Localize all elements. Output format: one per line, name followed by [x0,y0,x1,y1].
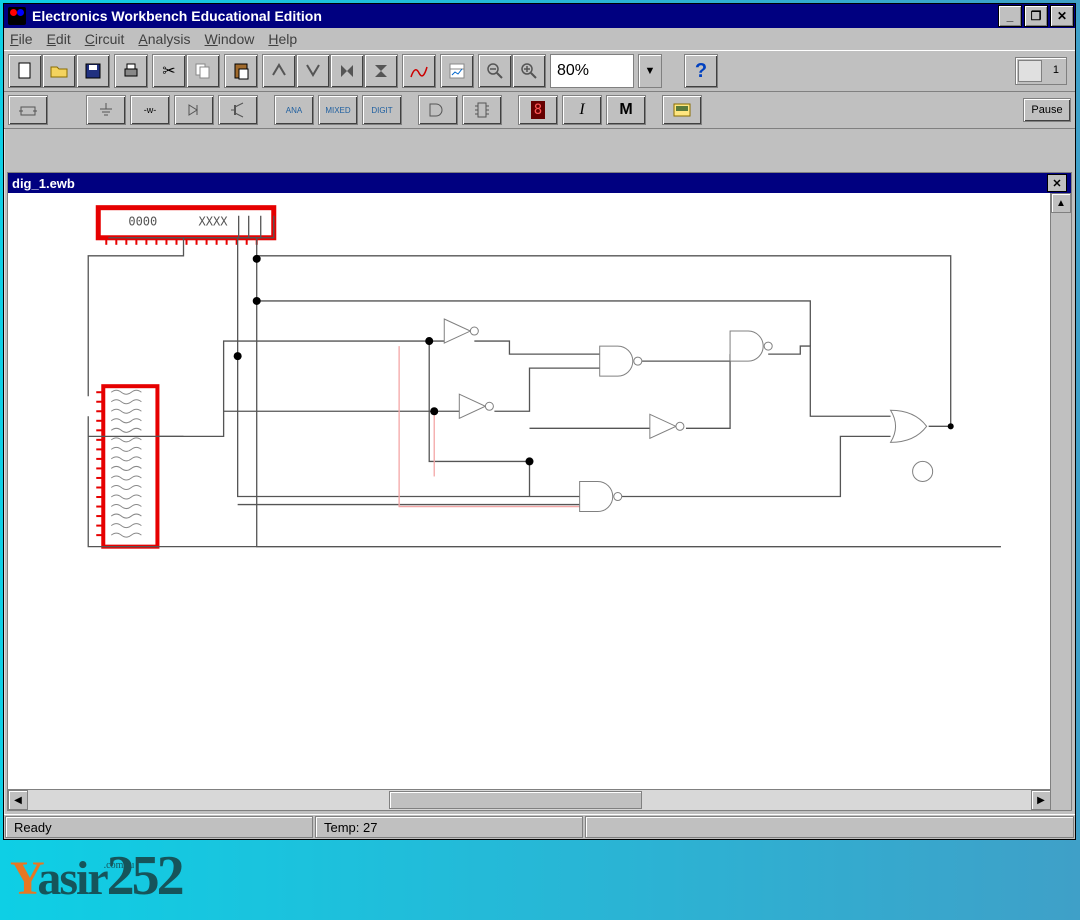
flip-v-icon[interactable] [364,54,398,88]
document-title: dig_1.ewb [12,176,75,191]
open-icon[interactable] [42,54,76,88]
rotate-right-icon[interactable] [296,54,330,88]
save-icon[interactable] [76,54,110,88]
cut-icon[interactable]: ✂ [152,54,186,88]
watermark: Yasir252 .com.ru [10,844,224,908]
status-empty [585,816,1074,838]
maximize-button[interactable]: ❐ [1024,5,1048,27]
flip-h-icon[interactable] [330,54,364,88]
menu-circuit[interactable]: Circuit [85,31,125,47]
status-temp: Temp: 27 [315,816,583,838]
help-icon[interactable]: ? [684,54,718,88]
scroll-left-icon[interactable]: ◀ [8,790,28,810]
minimize-button[interactable]: _ [998,5,1022,27]
circuit-diagram: 0000 XXXX [8,193,1051,790]
scroll-up-icon[interactable]: ▲ [1051,193,1071,213]
display-icon[interactable]: 8 [518,95,558,125]
menu-file[interactable]: File [10,31,33,47]
mixed-ic-icon[interactable]: MIXED [318,95,358,125]
svg-text:0000: 0000 [128,215,157,229]
menubar: File Edit Circuit Analysis Window Help [4,28,1075,50]
document-close-button[interactable]: ✕ [1047,174,1067,192]
menu-window[interactable]: Window [205,31,255,47]
zoom-input[interactable]: 80% [550,54,634,88]
zoom-out-icon[interactable] [478,54,512,88]
scroll-right-icon[interactable]: ▶ [1031,790,1051,810]
toolbar-components: -w- ANA MIXED DIGIT 8 I M Pause [4,92,1075,129]
misc-icon[interactable]: M [606,95,646,125]
component-bin-icon[interactable] [8,95,48,125]
ground-icon[interactable] [86,95,126,125]
status-ready: Ready [5,816,313,838]
app-icon [8,7,26,25]
horizontal-scrollbar[interactable]: ◀ ▶ [8,789,1051,810]
ic-icon[interactable] [462,95,502,125]
rotate-left-icon[interactable] [262,54,296,88]
diode-icon[interactable] [174,95,214,125]
run-switch[interactable] [1015,57,1067,85]
pause-button[interactable]: Pause [1023,98,1071,122]
digital-ic-icon[interactable]: DIGIT [362,95,402,125]
scroll-thumb[interactable] [389,791,642,809]
vertical-scrollbar[interactable]: ▲ [1050,193,1071,790]
titlebar: Electronics Workbench Educational Editio… [4,4,1075,28]
svg-text:XXXX: XXXX [199,215,229,229]
application-window: Electronics Workbench Educational Editio… [3,3,1076,840]
document-window: dig_1.ewb ✕ 0000 XXXX ▲ ◀ ▶ [7,172,1072,811]
graph-icon[interactable] [402,54,436,88]
gates-icon[interactable] [418,95,458,125]
paste-icon[interactable] [224,54,258,88]
properties-icon[interactable] [440,54,474,88]
print-icon[interactable] [114,54,148,88]
statusbar: Ready Temp: 27 [4,814,1075,839]
zoom-in-icon[interactable] [512,54,546,88]
toolbar-main: ✂ 80% ▼ ? [4,50,1075,92]
analog-ic-icon[interactable]: ANA [274,95,314,125]
window-title: Electronics Workbench Educational Editio… [30,8,997,24]
resistor-icon[interactable]: -w- [130,95,170,125]
zoom-dropdown[interactable]: ▼ [638,54,662,88]
menu-analysis[interactable]: Analysis [138,31,190,47]
close-button[interactable]: ✕ [1050,5,1074,27]
circuit-canvas[interactable]: 0000 XXXX [8,193,1051,790]
instruments-icon[interactable] [662,95,702,125]
indicator-icon[interactable]: I [562,95,602,125]
menu-help[interactable]: Help [268,31,297,47]
menu-edit[interactable]: Edit [47,31,71,47]
copy-icon[interactable] [186,54,220,88]
transistor-icon[interactable] [218,95,258,125]
document-titlebar: dig_1.ewb ✕ [8,173,1071,193]
new-icon[interactable] [8,54,42,88]
